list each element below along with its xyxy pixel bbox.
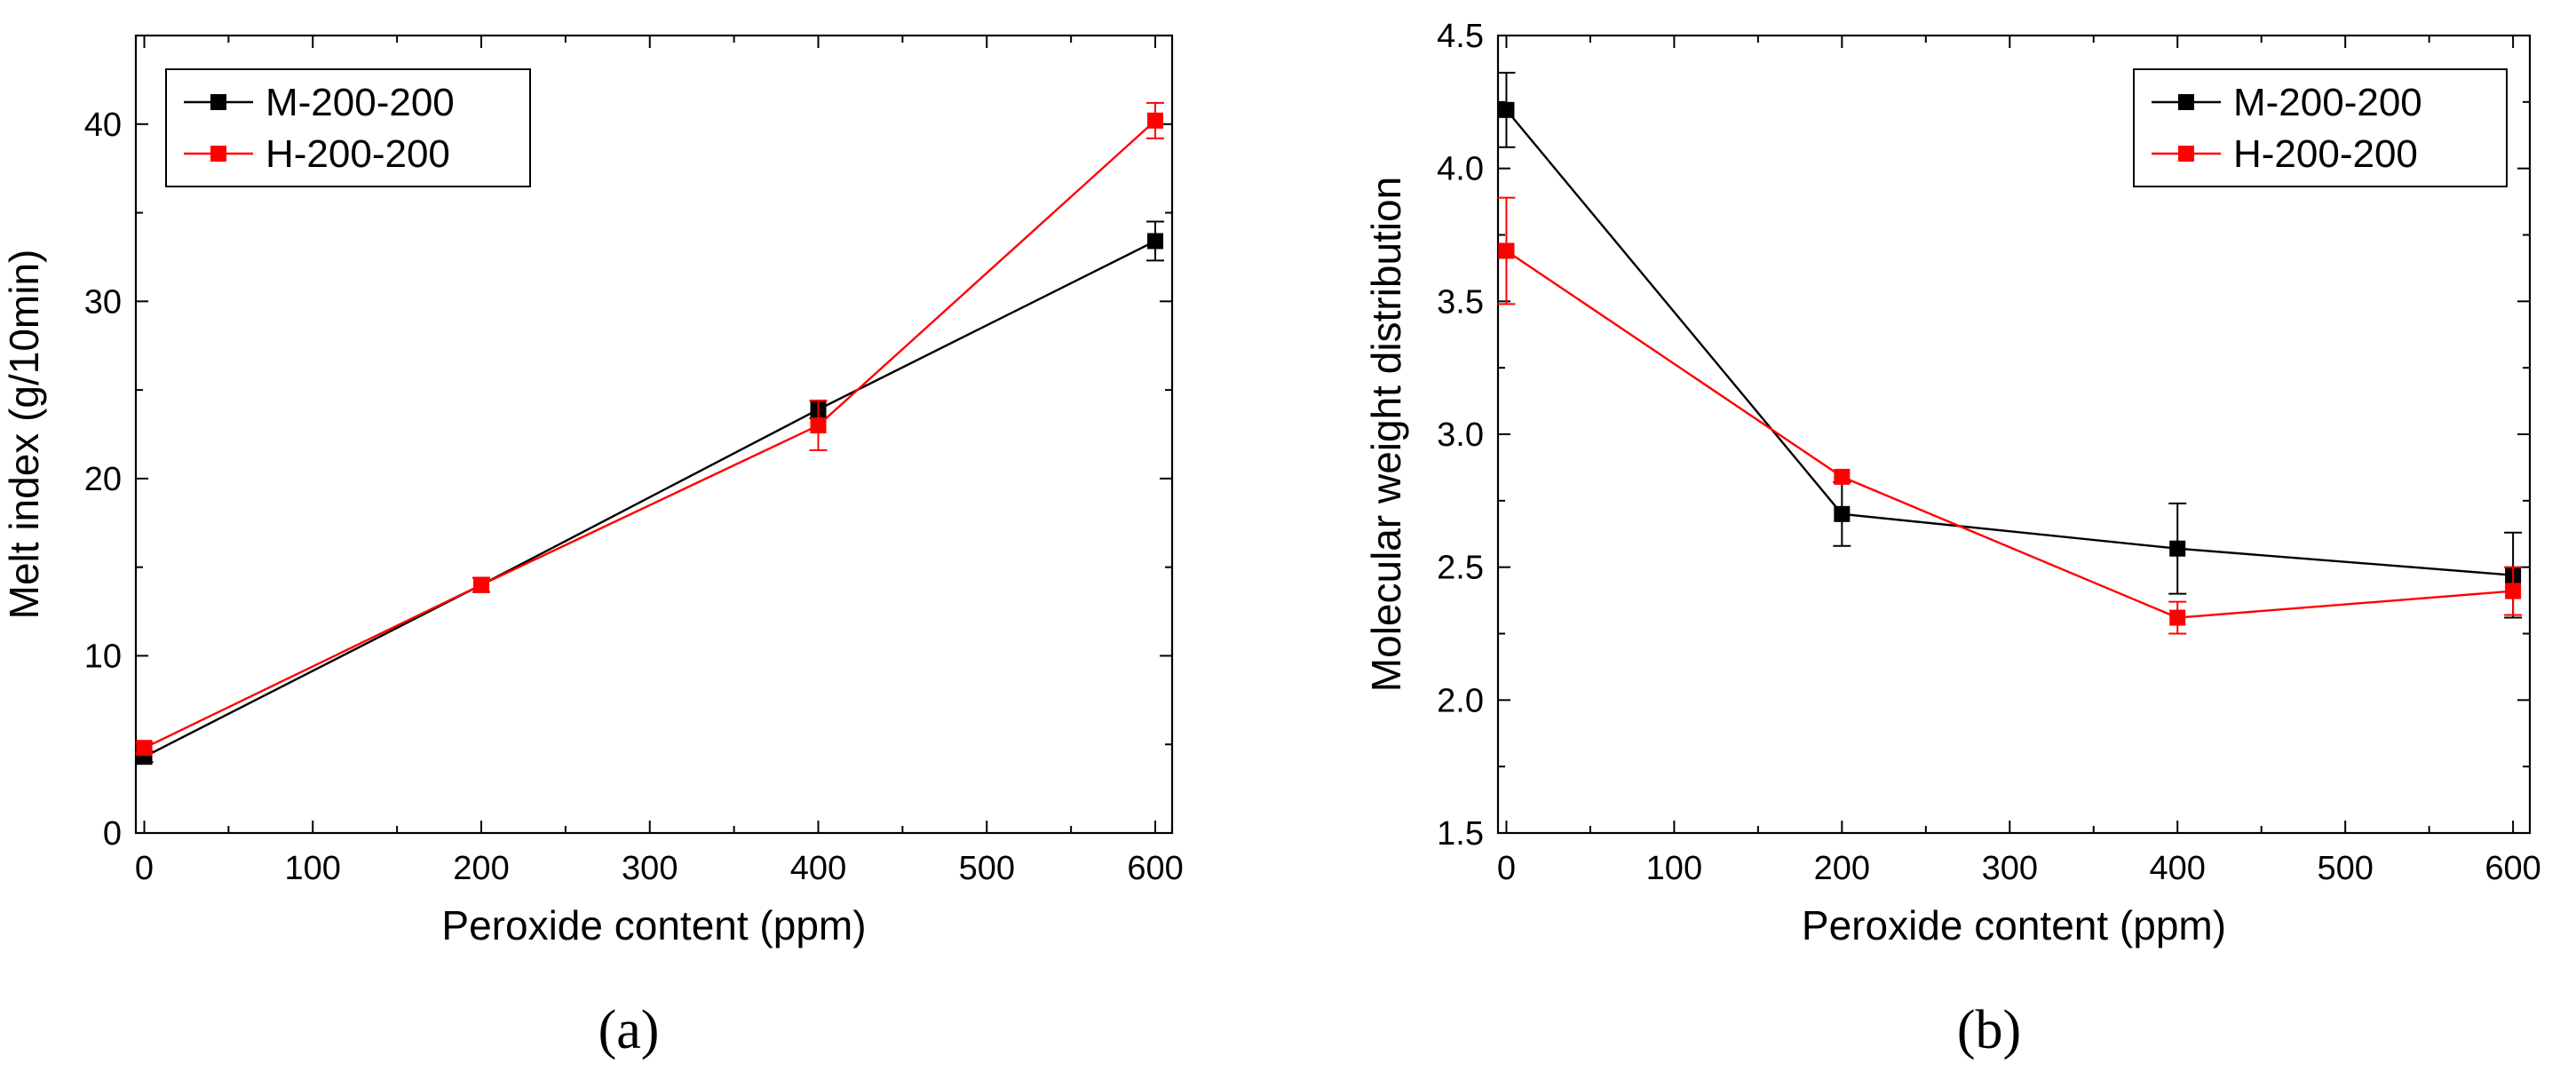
y-tick-label: 3.5 <box>1437 283 1484 321</box>
plot-frame <box>134 34 1174 835</box>
data-point <box>1834 468 1851 485</box>
y-tick-label: 4.5 <box>1437 18 1484 55</box>
legend-entry: M-200-200 <box>266 81 455 124</box>
y-tick-label: 10 <box>84 638 122 675</box>
y-tick-label: 20 <box>84 461 122 498</box>
data-point <box>1498 101 1515 118</box>
y-tick-label: 3.0 <box>1437 416 1484 454</box>
x-tick-label: 200 <box>453 850 509 887</box>
data-point <box>1147 233 1164 250</box>
data-point <box>810 417 827 434</box>
x-tick-label: 0 <box>135 850 154 887</box>
x-tick-label: 0 <box>1497 850 1516 887</box>
series-line-0 <box>143 240 1156 758</box>
y-axis-label: Melt index (g/10min) <box>1 250 47 620</box>
x-tick-label: 500 <box>959 850 1015 887</box>
legend-swatch-marker <box>2178 146 2194 162</box>
x-tick-label: 600 <box>1127 850 1183 887</box>
data-point <box>473 576 489 593</box>
data-point <box>1147 112 1164 129</box>
data-point <box>2505 583 2522 599</box>
x-tick-label: 400 <box>2150 850 2206 887</box>
legend-entry: M-200-200 <box>2233 81 2422 124</box>
data-point <box>1498 242 1515 259</box>
x-tick-label: 300 <box>1982 850 2038 887</box>
x-tick-label: 500 <box>2317 850 2373 887</box>
legend-entry: H-200-200 <box>266 132 450 176</box>
x-tick-label: 400 <box>790 850 846 887</box>
y-tick-label: 2.5 <box>1437 550 1484 587</box>
x-tick-label: 100 <box>1646 850 1702 887</box>
y-tick-label: 40 <box>84 107 122 144</box>
panel-label: (a) <box>598 1000 660 1060</box>
series-line-0 <box>1505 109 2514 576</box>
x-axis-label: Peroxide content (ppm) <box>1802 902 2226 948</box>
legend-box <box>2133 68 2508 187</box>
data-point <box>2169 540 2186 557</box>
legend-swatch-marker <box>210 146 226 162</box>
series-line-1 <box>143 119 1156 750</box>
y-tick-label: 1.5 <box>1437 815 1484 853</box>
series-line-1 <box>1505 250 2514 619</box>
y-tick-label: 4.0 <box>1437 151 1484 188</box>
legend-entry: H-200-200 <box>2233 132 2418 176</box>
x-tick-label: 300 <box>622 850 678 887</box>
x-tick-label: 600 <box>2485 850 2540 887</box>
data-point <box>136 740 153 757</box>
legend-box <box>165 68 531 187</box>
x-axis-label: Peroxide content (ppm) <box>441 902 866 948</box>
y-tick-label: 0 <box>103 815 122 853</box>
data-point <box>1834 505 1851 522</box>
y-axis-label: Molecular weight distribution <box>1363 177 1409 692</box>
y-tick-label: 2.0 <box>1437 682 1484 719</box>
data-point <box>2169 609 2186 626</box>
x-tick-label: 200 <box>1814 850 1870 887</box>
chart-panel-b: 0 100 200 300 400 500 600 1.5 2.0 2.5 3.0 3.5 4.0 4.5… <box>1363 18 2541 1060</box>
panel-label: (b) <box>1957 1000 2021 1060</box>
x-tick-label: 100 <box>285 850 341 887</box>
y-tick-label: 30 <box>84 283 122 321</box>
chart-panel-a: 0 100 200 300 400 500 600 0 10 20 30 40 Peroxide con… <box>1 34 1184 1060</box>
legend-swatch-marker <box>210 94 226 110</box>
legend-swatch-marker <box>2178 94 2194 110</box>
